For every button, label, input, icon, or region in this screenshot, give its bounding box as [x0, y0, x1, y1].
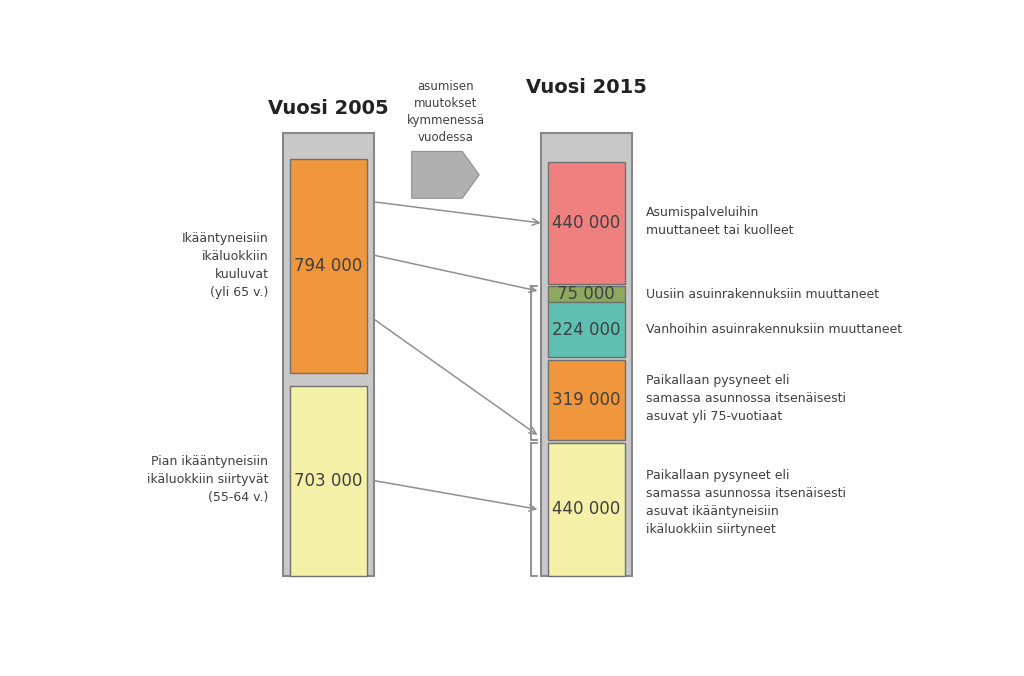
Text: 440 000: 440 000: [552, 500, 621, 518]
Text: Paikallaan pysyneet eli
samassa asunnossa itsenäisesti
asuvat ikääntyneisiin
ikä: Paikallaan pysyneet eli samassa asunnoss…: [646, 469, 846, 536]
Text: asumisen
muutokset
kymmenessä
vuodessa: asumisen muutokset kymmenessä vuodessa: [407, 80, 484, 143]
Text: Asumispalveluihin
muuttaneet tai kuolleet: Asumispalveluihin muuttaneet tai kuollee…: [646, 206, 794, 237]
Text: Pian ikääntyneisiin
ikäluokkiin siirtyvät
(55-64 v.): Pian ikääntyneisiin ikäluokkiin siirtyvä…: [147, 455, 268, 504]
Text: Ikääntyneisiin
ikäluokkiin
kuuluvat
(yli 65 v.): Ikääntyneisiin ikäluokkiin kuuluvat (yli…: [181, 233, 268, 299]
Bar: [290, 160, 367, 372]
Text: Vanhoihin asuinrakennuksiin muuttaneet: Vanhoihin asuinrakennuksiin muuttaneet: [646, 323, 902, 336]
Text: 703 000: 703 000: [294, 472, 362, 489]
Text: 794 000: 794 000: [294, 257, 362, 275]
Bar: [290, 385, 367, 576]
Text: Vuosi 2015: Vuosi 2015: [526, 78, 647, 97]
Text: Paikallaan pysyneet eli
samassa asunnossa itsenäisesti
asuvat yli 75-vuotiaat: Paikallaan pysyneet eli samassa asunnoss…: [646, 374, 846, 423]
Bar: [548, 360, 625, 440]
Text: 440 000: 440 000: [552, 214, 621, 232]
Text: Vuosi 2005: Vuosi 2005: [268, 99, 389, 118]
Bar: [283, 133, 374, 576]
Polygon shape: [412, 151, 479, 198]
Bar: [548, 162, 625, 284]
Bar: [548, 443, 625, 576]
Text: Uusiin asuinrakennuksiin muuttaneet: Uusiin asuinrakennuksiin muuttaneet: [646, 287, 880, 301]
Bar: [548, 302, 625, 357]
Text: 75 000: 75 000: [557, 285, 615, 303]
Bar: [548, 286, 625, 302]
Bar: [541, 133, 632, 576]
Text: 224 000: 224 000: [552, 320, 621, 339]
Text: 319 000: 319 000: [552, 391, 621, 409]
